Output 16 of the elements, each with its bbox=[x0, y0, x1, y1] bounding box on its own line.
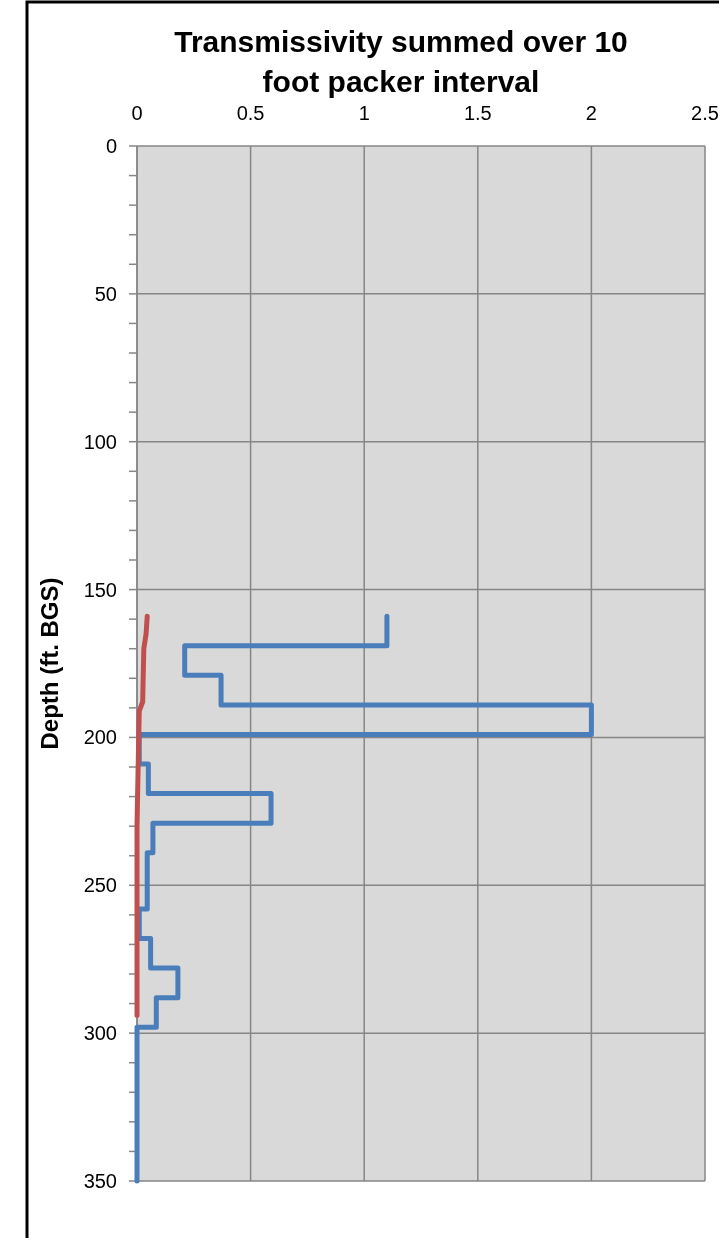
x-tick-label: 2 bbox=[585, 102, 597, 124]
y-axis-title: Depth (ft. BGS) bbox=[36, 577, 63, 750]
x-tick-label: 1.5 bbox=[463, 102, 492, 124]
x-tick-label: 0 bbox=[131, 102, 143, 124]
x-tick-label: 0.5 bbox=[236, 102, 265, 124]
chart-title: Transmissivity summed over 10 foot packer interval bbox=[174, 25, 628, 98]
y-tick-label: 250 bbox=[83, 874, 117, 897]
y-tick-label: 300 bbox=[83, 1022, 117, 1045]
y-tick-label: 350 bbox=[83, 1170, 117, 1192]
y-tick-label: 50 bbox=[94, 282, 117, 305]
y-tick-label: 200 bbox=[83, 726, 117, 749]
x-tick-label: 2.5 bbox=[691, 102, 719, 124]
y-tick-label: 150 bbox=[83, 578, 117, 601]
x-tick-label: 1 bbox=[358, 102, 370, 124]
y-tick-label: 100 bbox=[83, 430, 117, 453]
y-tick-label: 0 bbox=[105, 135, 117, 157]
